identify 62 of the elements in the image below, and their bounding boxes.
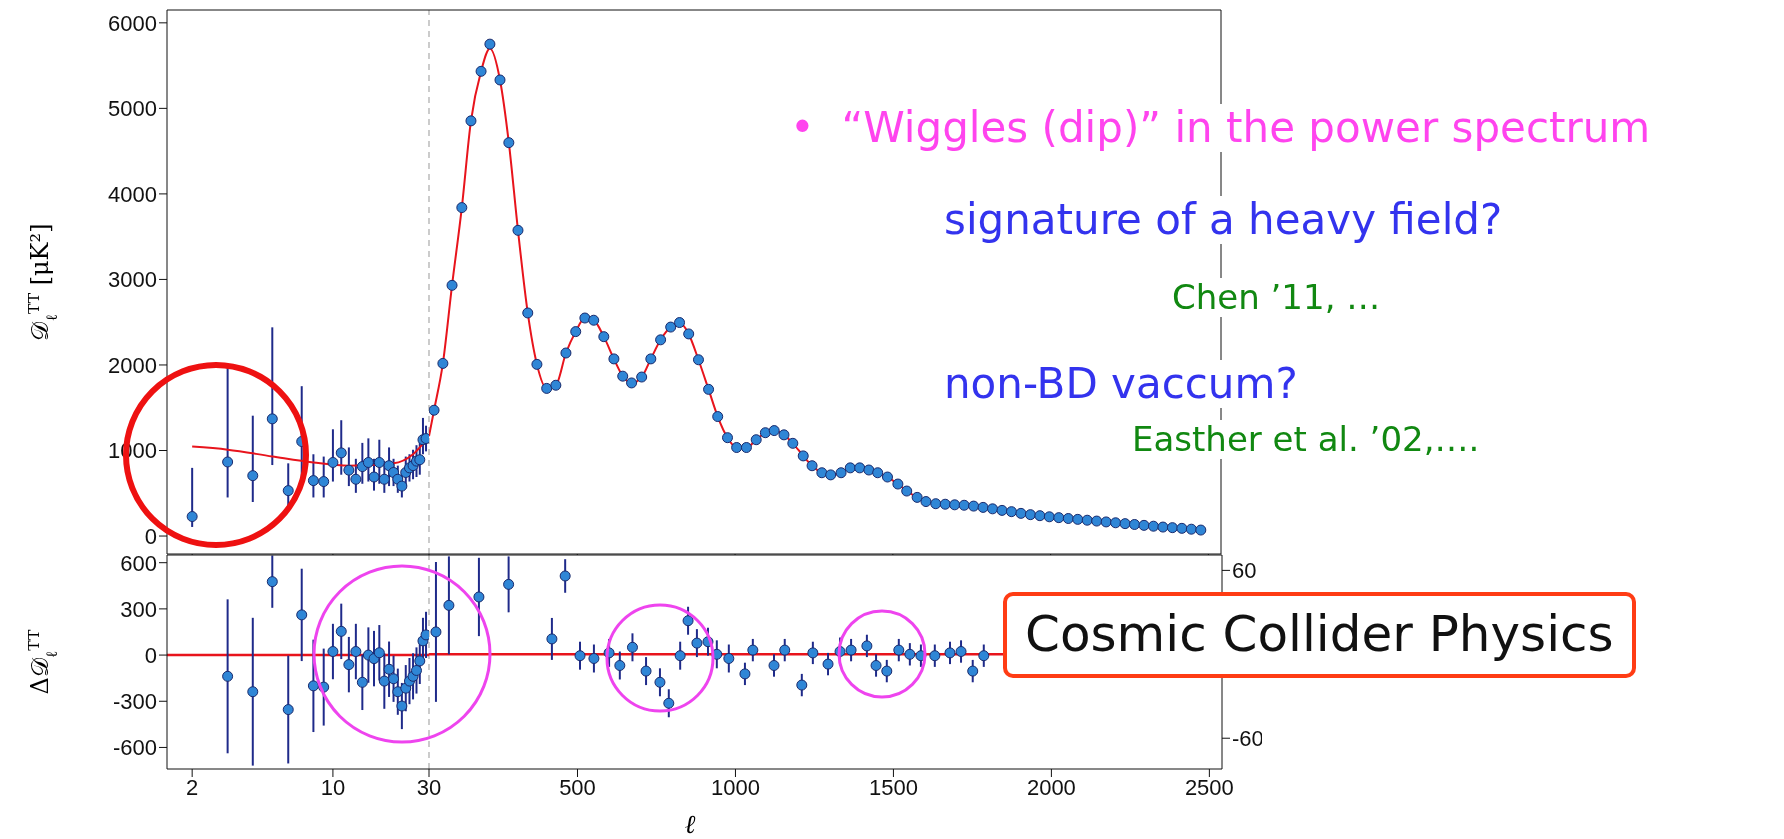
y-tick-label: 2000 — [108, 352, 157, 378]
y-tick-label: 600 — [120, 550, 157, 576]
y-tick-label: 0 — [144, 523, 157, 549]
point — [807, 647, 819, 659]
point — [955, 646, 967, 658]
point — [574, 650, 586, 662]
y-tick-label: 5000 — [108, 96, 157, 122]
point — [944, 647, 956, 659]
point — [967, 665, 979, 677]
x-tick-label: 1500 — [868, 774, 918, 800]
point — [747, 644, 759, 656]
point — [674, 650, 686, 662]
point — [739, 668, 751, 680]
annotation: signature of a heavy field? — [944, 195, 1503, 245]
point — [614, 660, 626, 671]
point — [626, 641, 638, 653]
x-tick-label: 2500 — [1184, 774, 1234, 800]
point — [822, 658, 834, 670]
point — [663, 697, 675, 709]
point — [473, 591, 485, 603]
y-tick-label: 6000 — [108, 10, 157, 36]
point — [870, 660, 882, 671]
x-tick-label: 500 — [559, 774, 596, 800]
point — [861, 640, 873, 652]
annotation: Chen ’11, … — [1172, 277, 1381, 318]
point — [904, 648, 916, 660]
x-tick-label: 10 — [320, 774, 346, 800]
point — [588, 653, 600, 664]
y-tick-label: 60 — [1232, 558, 1257, 584]
y-tick-label: -300 — [112, 689, 157, 715]
point — [929, 650, 941, 662]
point — [845, 644, 857, 656]
point — [691, 637, 703, 649]
y-tick-label: 4000 — [108, 181, 157, 207]
x-axis-title: ℓ — [684, 809, 696, 839]
point — [443, 599, 455, 611]
annotation: Easther et al. ’02,…. — [1132, 419, 1480, 460]
point — [640, 665, 652, 677]
annotation: Cosmic Collider Physics — [1003, 592, 1636, 678]
y-tick-label: 3000 — [108, 267, 157, 293]
point — [893, 644, 905, 656]
x-tick-label: 2 — [186, 774, 199, 800]
annotation: • “Wiggles (dip)” in the power spectrum — [790, 103, 1651, 153]
point — [654, 676, 666, 688]
point — [503, 578, 515, 590]
x-tick-label: 30 — [416, 774, 442, 800]
y-tick-label: 0 — [144, 642, 157, 668]
point — [796, 679, 808, 691]
y-tick-label: -600 — [112, 735, 157, 761]
point — [779, 644, 791, 656]
point — [723, 653, 735, 664]
annotation: non-BD vaccum? — [944, 359, 1298, 409]
point — [881, 665, 893, 677]
point — [546, 633, 558, 645]
y-tick-label: 300 — [120, 596, 157, 622]
x-tick-label: 1000 — [710, 774, 760, 800]
point — [768, 660, 780, 671]
x-tick-label: 2000 — [1026, 774, 1076, 800]
point — [682, 615, 694, 627]
point — [559, 570, 571, 582]
point — [430, 626, 442, 638]
point — [978, 650, 990, 662]
